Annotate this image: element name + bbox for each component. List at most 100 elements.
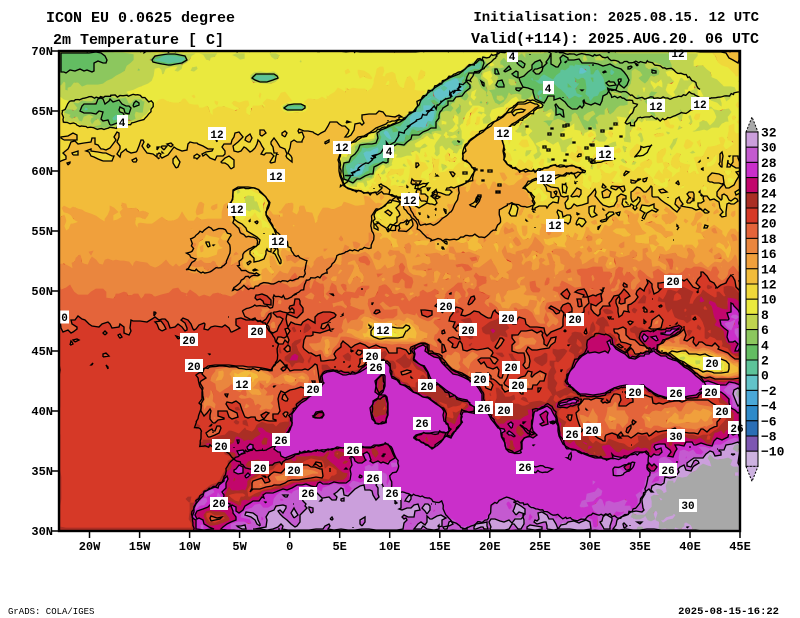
svg-text:40E: 40E [679, 540, 701, 554]
svg-text:12: 12 [496, 129, 509, 141]
svg-text:20: 20 [497, 406, 510, 418]
svg-text:20: 20 [504, 363, 517, 375]
svg-text:6: 6 [761, 323, 769, 338]
svg-text:12: 12 [598, 150, 611, 162]
svg-text:20: 20 [287, 466, 300, 478]
svg-text:0: 0 [761, 369, 769, 384]
svg-text:15W: 15W [129, 540, 151, 554]
svg-text:26: 26 [274, 436, 287, 448]
svg-text:10E: 10E [379, 540, 401, 554]
svg-text:4: 4 [119, 118, 126, 130]
svg-text:20: 20 [420, 382, 433, 394]
svg-text:30: 30 [761, 141, 777, 156]
svg-text:35N: 35N [31, 465, 53, 479]
svg-text:4: 4 [761, 338, 769, 353]
svg-text:5E: 5E [332, 540, 346, 554]
svg-text:20: 20 [585, 426, 598, 438]
svg-text:4: 4 [545, 84, 552, 96]
svg-text:−6: −6 [761, 414, 777, 429]
svg-text:−4: −4 [761, 399, 777, 414]
svg-text:12: 12 [335, 143, 348, 155]
svg-text:GrADS: COLA/IGES: GrADS: COLA/IGES [8, 607, 94, 617]
svg-text:Valid(+114): 2025.AUG.20. 06 U: Valid(+114): 2025.AUG.20. 06 UTC [471, 31, 759, 48]
svg-text:40N: 40N [31, 405, 53, 419]
svg-text:0: 0 [286, 540, 293, 554]
svg-text:Initialisation: 2025.08.15. 12: Initialisation: 2025.08.15. 12 UTC [473, 10, 759, 26]
svg-text:20: 20 [704, 388, 717, 400]
svg-text:15E: 15E [429, 540, 451, 554]
svg-text:2: 2 [761, 354, 769, 369]
svg-text:ICON EU 0.0625 degree: ICON EU 0.0625 degree [46, 10, 235, 27]
svg-text:26: 26 [761, 171, 777, 186]
svg-text:12: 12 [271, 237, 284, 249]
svg-text:24: 24 [761, 186, 777, 201]
svg-text:12: 12 [649, 102, 662, 114]
svg-text:12: 12 [693, 100, 706, 112]
svg-text:20: 20 [501, 314, 514, 326]
svg-text:35E: 35E [629, 540, 651, 554]
svg-text:30E: 30E [579, 540, 601, 554]
svg-text:12: 12 [376, 326, 389, 338]
svg-text:20: 20 [715, 407, 728, 419]
svg-text:12: 12 [761, 278, 777, 293]
svg-text:28: 28 [761, 156, 777, 171]
svg-text:20: 20 [628, 388, 641, 400]
svg-text:2025-08-15-16:22: 2025-08-15-16:22 [678, 606, 779, 618]
svg-text:50N: 50N [31, 285, 53, 299]
svg-text:26: 26 [518, 463, 531, 475]
svg-text:20: 20 [253, 464, 266, 476]
svg-text:22: 22 [761, 202, 777, 217]
svg-text:60N: 60N [31, 165, 53, 179]
svg-text:20: 20 [461, 326, 474, 338]
svg-text:12: 12 [230, 205, 243, 217]
svg-text:12: 12 [235, 380, 248, 392]
svg-text:4: 4 [386, 147, 393, 159]
svg-text:45E: 45E [729, 540, 751, 554]
svg-text:26: 26 [415, 419, 428, 431]
svg-text:8: 8 [761, 308, 769, 323]
svg-text:26: 26 [669, 389, 682, 401]
svg-text:−2: −2 [761, 384, 777, 399]
svg-text:70N: 70N [31, 45, 53, 59]
svg-text:20: 20 [511, 381, 524, 393]
svg-text:26: 26 [477, 404, 490, 416]
svg-text:20: 20 [705, 359, 718, 371]
svg-text:20: 20 [187, 362, 200, 374]
svg-text:16: 16 [761, 247, 777, 262]
svg-text:18: 18 [761, 232, 777, 247]
svg-text:26: 26 [565, 430, 578, 442]
svg-text:20W: 20W [79, 540, 101, 554]
svg-text:12: 12 [269, 172, 282, 184]
svg-text:30: 30 [681, 501, 694, 513]
svg-text:0: 0 [61, 313, 68, 325]
svg-text:−8: −8 [761, 430, 777, 445]
svg-text:26: 26 [301, 489, 314, 501]
svg-text:12: 12 [539, 174, 552, 186]
svg-text:20: 20 [666, 277, 679, 289]
svg-text:20: 20 [182, 336, 195, 348]
svg-text:20: 20 [473, 375, 486, 387]
svg-text:20: 20 [214, 442, 227, 454]
svg-text:20: 20 [761, 217, 777, 232]
svg-text:32: 32 [761, 126, 777, 141]
svg-text:26: 26 [369, 363, 382, 375]
svg-text:12: 12 [403, 196, 416, 208]
svg-text:2m Temperature [ C]: 2m Temperature [ C] [53, 32, 224, 49]
svg-text:26: 26 [661, 466, 674, 478]
svg-text:45N: 45N [31, 345, 53, 359]
svg-text:10: 10 [761, 293, 777, 308]
svg-text:26: 26 [385, 489, 398, 501]
svg-text:−10: −10 [761, 445, 785, 460]
svg-text:10W: 10W [179, 540, 201, 554]
svg-text:20E: 20E [479, 540, 501, 554]
svg-text:12: 12 [548, 221, 561, 233]
svg-text:55N: 55N [31, 225, 53, 239]
svg-text:20: 20 [212, 499, 225, 511]
svg-text:4: 4 [509, 52, 516, 64]
svg-text:65N: 65N [31, 105, 53, 119]
svg-text:5W: 5W [232, 540, 247, 554]
svg-text:26: 26 [730, 424, 743, 436]
svg-text:30: 30 [669, 432, 682, 444]
svg-text:20: 20 [439, 302, 452, 314]
svg-text:20: 20 [306, 385, 319, 397]
